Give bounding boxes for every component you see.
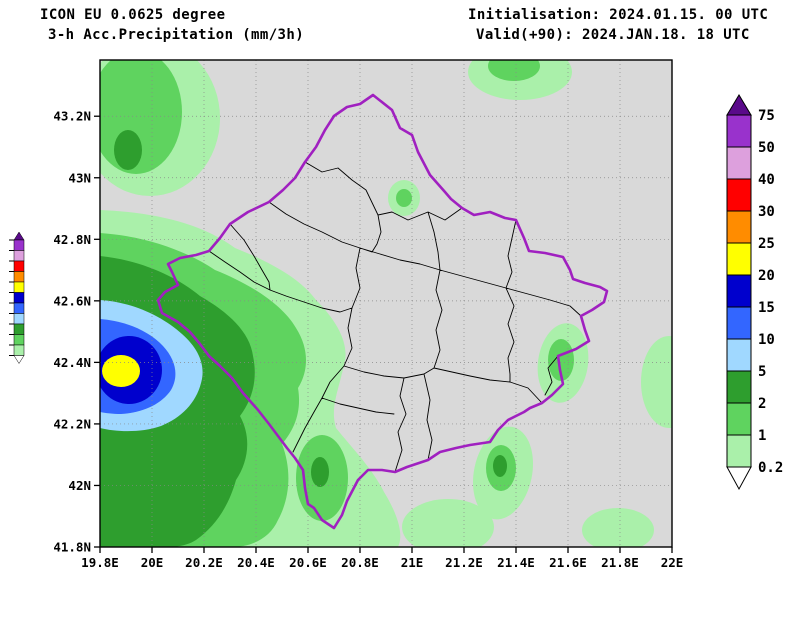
x-tick-label: 22E <box>661 555 684 570</box>
contour-fill <box>488 60 540 81</box>
mini-colorbar-segment <box>13 313 25 325</box>
contour-fill <box>548 339 574 381</box>
initialisation-time: Initialisation: 2024.01.15. 00 UTC <box>468 7 769 23</box>
municipality-boundaries <box>208 161 582 473</box>
colorbar-segment <box>726 338 752 372</box>
map-frame <box>99 59 673 548</box>
axes: 19.8E 20E 20.2E 20.4E 20.6E 20.8E 21E 21.2E 21.4… <box>53 109 683 570</box>
colorbar: 75 50 40 30 25 20 15 10 5 2 1 0.2 <box>726 94 783 491</box>
mini-colorbar-segment <box>13 250 25 262</box>
x-tick-label: 21E <box>401 555 424 570</box>
x-tick-label: 20E <box>141 555 164 570</box>
contour-fill <box>641 336 672 428</box>
gridlines <box>100 60 672 547</box>
colorbar-label: 20 <box>758 268 775 284</box>
x-tick-label: 20.8E <box>341 555 379 570</box>
colorbar-segment <box>726 114 752 148</box>
mini-colorbar-segment <box>13 344 25 356</box>
colorbar-label: 1 <box>758 428 766 444</box>
kosovo-border <box>156 93 609 530</box>
y-tick-label: 42.2N <box>53 416 91 431</box>
mini-colorbar-segment <box>13 334 25 346</box>
contour-fill <box>396 189 412 207</box>
x-tick-label: 20.2E <box>185 555 223 570</box>
colorbar-below-min <box>726 466 752 491</box>
colorbar-label: 30 <box>758 204 775 220</box>
contour-fill <box>493 455 507 477</box>
y-tick-label: 42.6N <box>53 293 91 308</box>
x-tick-label: 21.6E <box>549 555 587 570</box>
mini-colorbar-segment <box>13 302 25 314</box>
contour-fill <box>114 130 142 170</box>
colorbar-label: 10 <box>758 332 775 348</box>
y-tick-label: 42N <box>68 478 91 493</box>
contour-fill <box>311 457 329 487</box>
parameter-title: 3-h Acc.Precipitation (mm/3h) <box>48 27 305 43</box>
colorbar-segment <box>726 274 752 308</box>
colorbar-segment <box>726 306 752 340</box>
mini-colorbar-segment <box>13 323 25 335</box>
x-tick-label: 21.8E <box>601 555 639 570</box>
colorbar-segment <box>726 370 752 404</box>
x-tick-label: 20.4E <box>237 555 275 570</box>
contour-fill <box>102 355 140 387</box>
colorbar-label: 0.2 <box>758 460 783 476</box>
x-tick-label: 20.6E <box>289 555 327 570</box>
colorbar-label: 75 <box>758 108 775 124</box>
mini-colorbar-segment <box>13 239 25 251</box>
colorbar-label: 15 <box>758 300 775 316</box>
mini-colorbar-segment <box>13 271 25 283</box>
x-tick-label: 21.4E <box>497 555 535 570</box>
colorbar-label: 40 <box>758 172 775 188</box>
colorbar-segment <box>726 178 752 212</box>
y-tick-label: 43.2N <box>53 109 91 124</box>
colorbar-label: 5 <box>758 364 766 380</box>
colorbar-segment <box>726 210 752 244</box>
mini-colorbar-segment <box>13 281 25 293</box>
borders-layer <box>156 93 609 530</box>
contour-fill <box>402 499 494 547</box>
x-tick-label: 19.8E <box>81 555 119 570</box>
mini-colorbar-above-max <box>13 231 25 241</box>
mini-colorbar <box>9 231 25 364</box>
colorbar-segment <box>726 146 752 180</box>
precipitation-shading <box>100 60 672 547</box>
precip-level-20 <box>102 355 140 387</box>
contour-fill <box>582 508 654 547</box>
colorbar-segment <box>726 434 752 468</box>
x-tick-label: 21.2E <box>445 555 483 570</box>
y-tick-label: 43N <box>68 170 91 185</box>
mini-colorbar-segment <box>13 292 25 304</box>
y-tick-label: 42.4N <box>53 355 91 370</box>
model-title: ICON EU 0.0625 degree <box>40 7 226 23</box>
y-tick-label: 42.8N <box>53 232 91 247</box>
mini-colorbar-segment <box>13 260 25 272</box>
colorbar-label: 50 <box>758 140 775 156</box>
colorbar-above-max <box>726 94 752 116</box>
colorbar-segment <box>726 402 752 436</box>
mini-colorbar-below-min <box>13 355 25 364</box>
colorbar-label: 2 <box>758 396 766 412</box>
valid-time: Valid(+90): 2024.JAN.18. 18 UTC <box>476 27 750 43</box>
y-tick-label: 41.8N <box>53 540 91 555</box>
colorbar-label: 25 <box>758 236 775 252</box>
colorbar-segment <box>726 242 752 276</box>
